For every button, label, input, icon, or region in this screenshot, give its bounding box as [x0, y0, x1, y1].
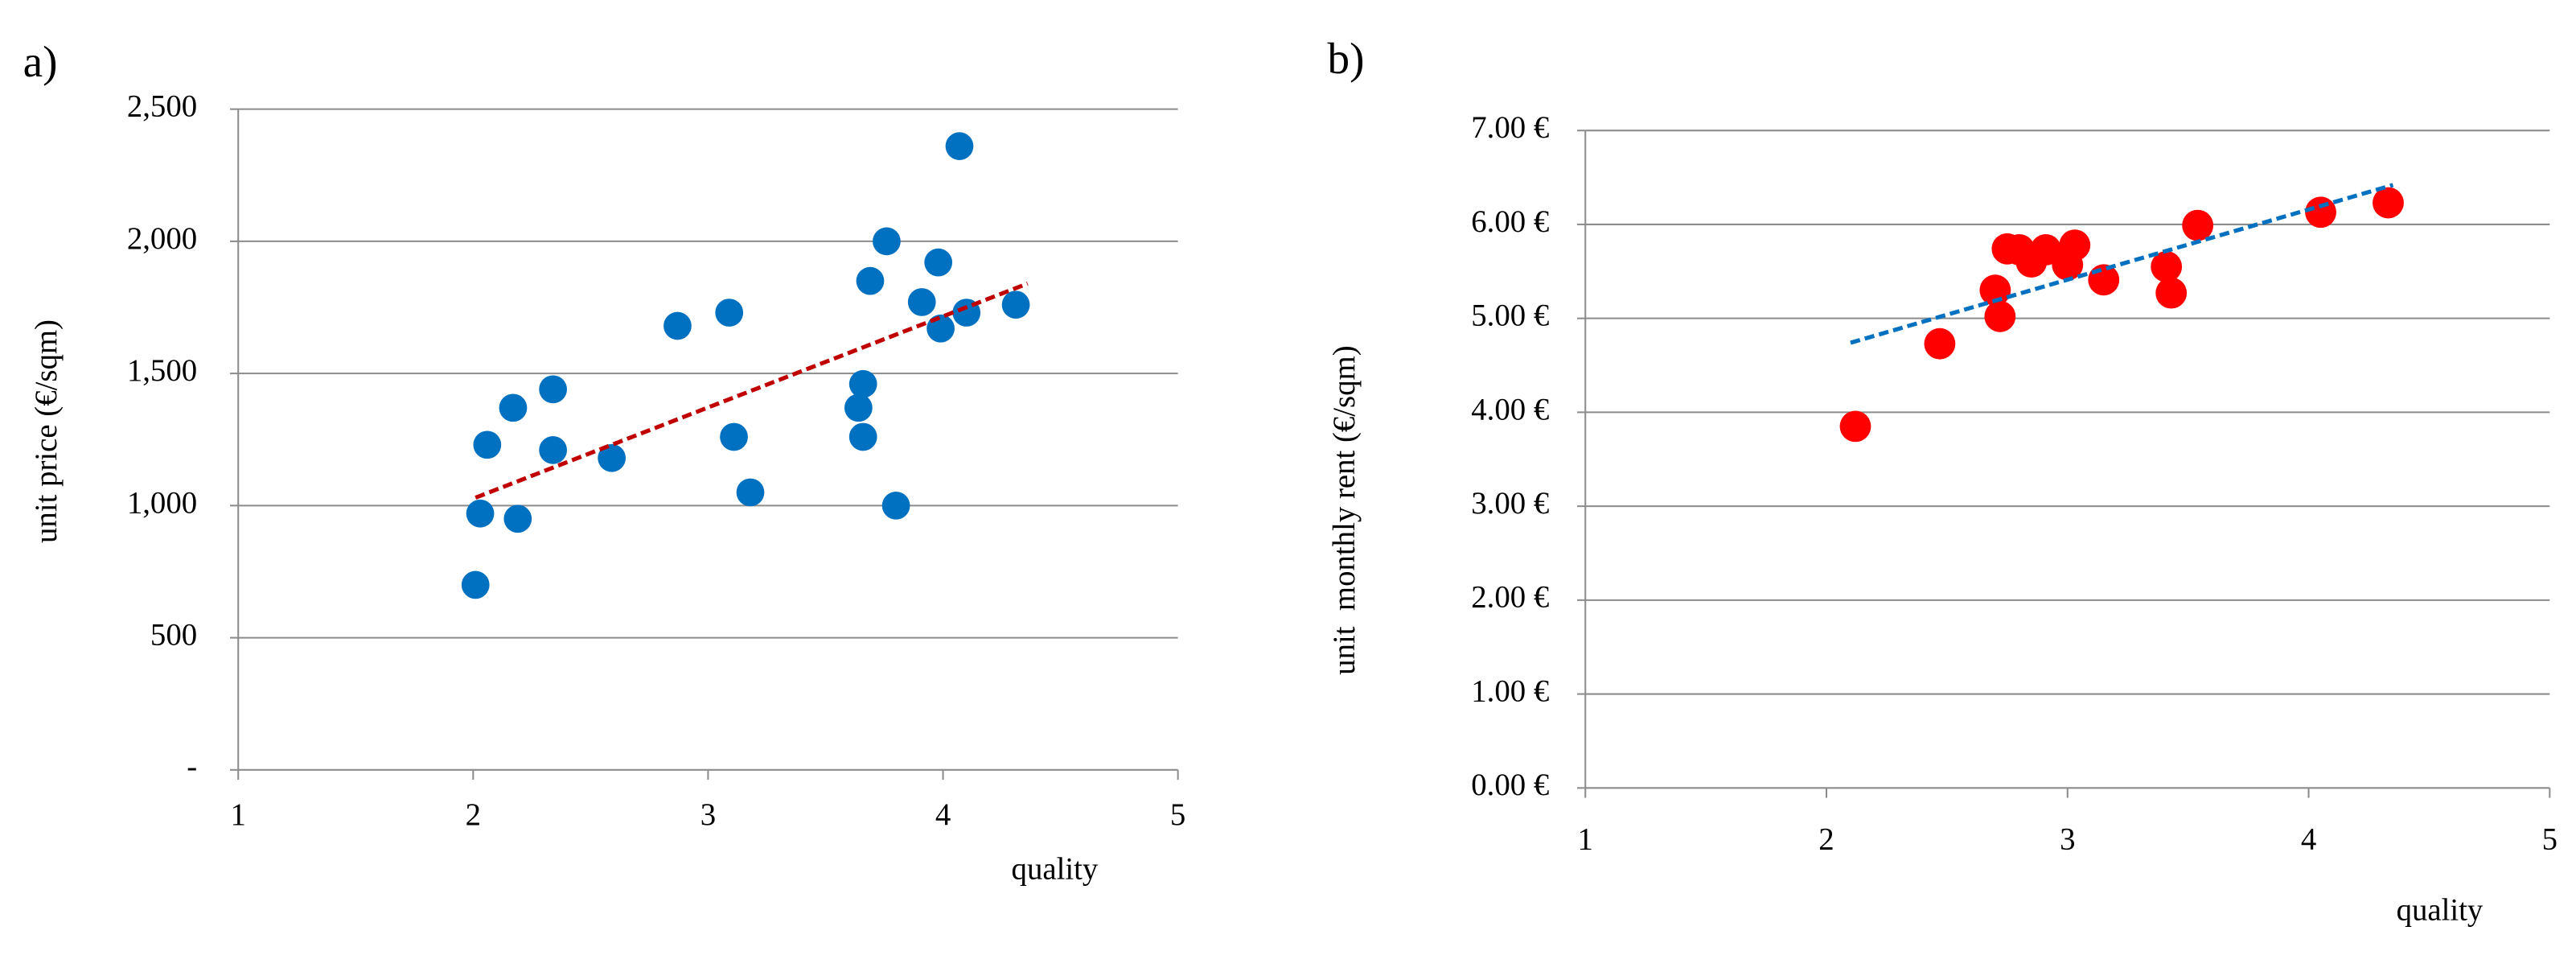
data-point [881, 491, 910, 520]
panel-label: a) [23, 37, 58, 86]
data-point [720, 422, 748, 451]
data-point [664, 311, 692, 340]
data-point [466, 499, 495, 528]
trendline [475, 282, 1029, 500]
y-tick-label: 4.00 € [1471, 392, 1549, 426]
data-point [1839, 410, 1871, 443]
data-point [2151, 251, 2183, 282]
data-point [848, 369, 877, 398]
trendline [1850, 183, 2394, 345]
y-tick-label: 5.00 € [1471, 299, 1549, 333]
x-tick-label: 3 [2060, 822, 2075, 857]
x-tick-label: 3 [700, 797, 716, 832]
y-tick-label: - [187, 750, 197, 785]
y-axis-label: unit monthly rent (€/sqm) [1327, 345, 1362, 674]
y-tick-label: 2,000 [127, 221, 197, 256]
data-point [503, 504, 532, 533]
x-axis-label: quality [2397, 892, 2484, 927]
data-point [2030, 234, 2062, 266]
x-tick-label: 1 [1578, 822, 1593, 857]
y-axis-label: unit price (€/sqm) [29, 319, 64, 543]
y-tick-label: 0.00 € [1471, 768, 1549, 802]
y-tick-label: 1.00 € [1471, 673, 1549, 708]
x-tick-label: 4 [935, 797, 951, 832]
x-tick-label: 5 [1170, 797, 1185, 832]
data-point [926, 314, 955, 343]
data-point [924, 248, 953, 277]
data-point [2155, 277, 2188, 309]
data-point [2088, 264, 2120, 296]
x-tick-label: 2 [1818, 822, 1834, 857]
data-point [856, 266, 885, 295]
data-point [2373, 187, 2404, 219]
y-tick-label: 2,500 [127, 89, 197, 124]
data-point [2182, 209, 2214, 241]
x-tick-label: 5 [2542, 822, 2558, 857]
y-tick-label: 500 [150, 617, 197, 652]
x-axis-label: quality [1012, 851, 1099, 886]
y-tick-label: 6.00 € [1471, 204, 1549, 239]
y-tick-label: 1,000 [127, 485, 197, 520]
data-point [499, 393, 528, 422]
data-point [598, 443, 627, 472]
x-tick-label: 2 [466, 797, 481, 832]
data-point [907, 288, 936, 316]
panel-label: b) [1328, 34, 1365, 83]
data-point [461, 570, 490, 599]
data-point [844, 393, 873, 422]
data-point [539, 436, 567, 464]
data-point [1984, 300, 2016, 332]
data-point [1001, 290, 1030, 319]
data-point [539, 375, 567, 404]
data-point [736, 478, 765, 507]
data-point [2305, 196, 2336, 229]
y-tick-label: 1,500 [127, 353, 197, 388]
data-point [848, 422, 877, 451]
data-point [715, 299, 744, 327]
data-point [945, 132, 974, 160]
data-point [1979, 274, 2011, 307]
y-tick-label: 7.00 € [1471, 110, 1549, 145]
data-point [473, 430, 502, 459]
x-tick-label: 4 [2301, 822, 2316, 857]
x-tick-label: 1 [230, 797, 245, 832]
y-tick-label: 3.00 € [1471, 486, 1549, 521]
data-point [2059, 229, 2091, 262]
y-tick-label: 2.00 € [1471, 580, 1549, 615]
data-point [1924, 327, 1956, 360]
data-point [873, 227, 901, 256]
